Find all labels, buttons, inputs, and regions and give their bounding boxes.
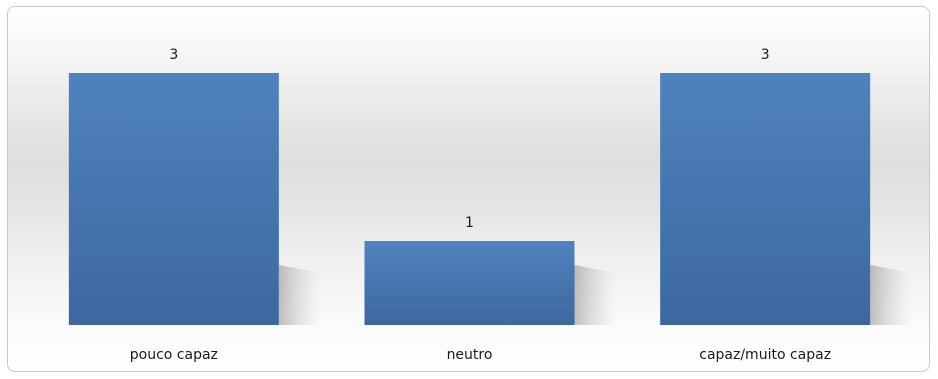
category-label: capaz/muito capaz <box>699 347 831 363</box>
data-label: 3 <box>169 47 178 63</box>
bar-shadow <box>574 265 617 325</box>
bar-shadow <box>870 265 913 325</box>
data-label: 1 <box>465 215 474 231</box>
chart-area: 3 1 3 pouco capaz neutro capaz/muito capaz <box>7 6 930 372</box>
data-label: 3 <box>761 47 770 63</box>
bar-shadow <box>278 265 321 325</box>
category-label: pouco capaz <box>130 347 218 363</box>
bar-pouco-capaz <box>68 73 279 325</box>
category-label: neutro <box>447 347 493 363</box>
bar-capaz-muito-capaz <box>660 73 871 325</box>
bar-chart: 3 1 3 pouco capaz neutro capaz/muito capaz <box>68 47 913 363</box>
bar-neutro <box>364 241 575 325</box>
